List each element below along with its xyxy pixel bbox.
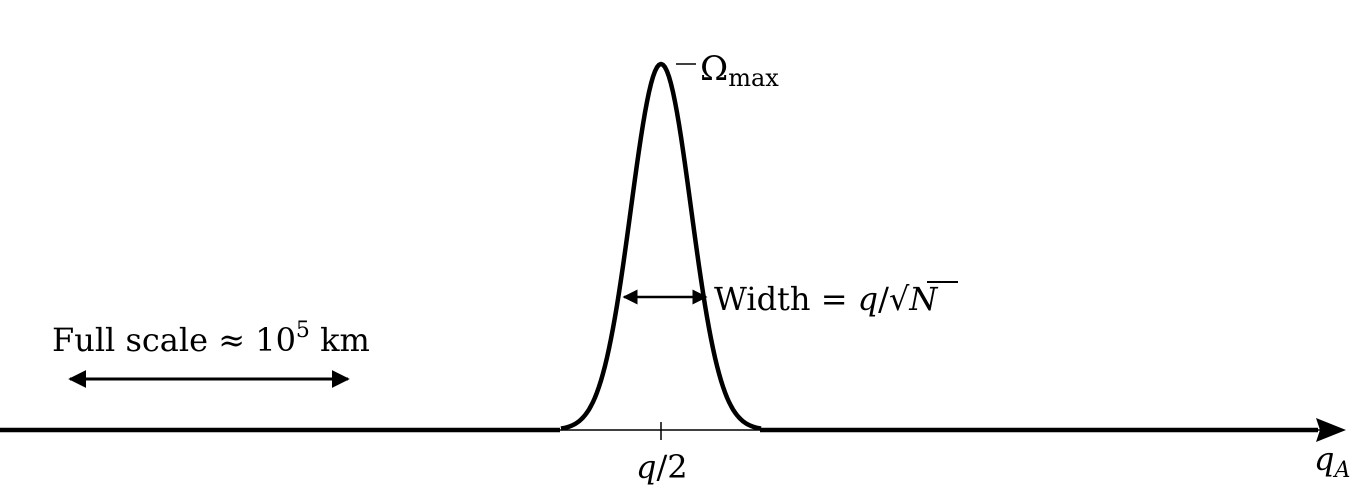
width-label: Width = q/√N <box>714 280 938 318</box>
width-label-slash: / <box>878 280 889 318</box>
width-label-prefix: Width = <box>714 280 858 318</box>
sqrt-sign-icon: √ <box>889 280 910 318</box>
scale-label-unit: km <box>310 321 370 359</box>
axis-label-q: q <box>1314 440 1334 478</box>
scale-label-text: Full scale ≈ 10 <box>52 321 296 359</box>
axis-label-subscript: A <box>1332 458 1350 483</box>
axis-arrowhead <box>1316 418 1346 442</box>
peak-label: Ωmax <box>700 49 779 92</box>
center-tick-label-q: q <box>636 448 656 486</box>
center-tick-label: q/2 <box>636 448 688 486</box>
peak-label-subscript: max <box>728 64 779 92</box>
width-label-q: q <box>858 280 878 318</box>
axis-label: qA <box>1314 440 1350 483</box>
width-label-n: N <box>908 280 938 318</box>
peak-label-symbol: Ω <box>700 49 728 89</box>
scale-label-exponent: 5 <box>296 318 310 343</box>
peak-curve <box>560 61 762 431</box>
center-tick-label-rest: /2 <box>656 448 687 486</box>
scale-label: Full scale ≈ 105 km <box>52 318 370 359</box>
